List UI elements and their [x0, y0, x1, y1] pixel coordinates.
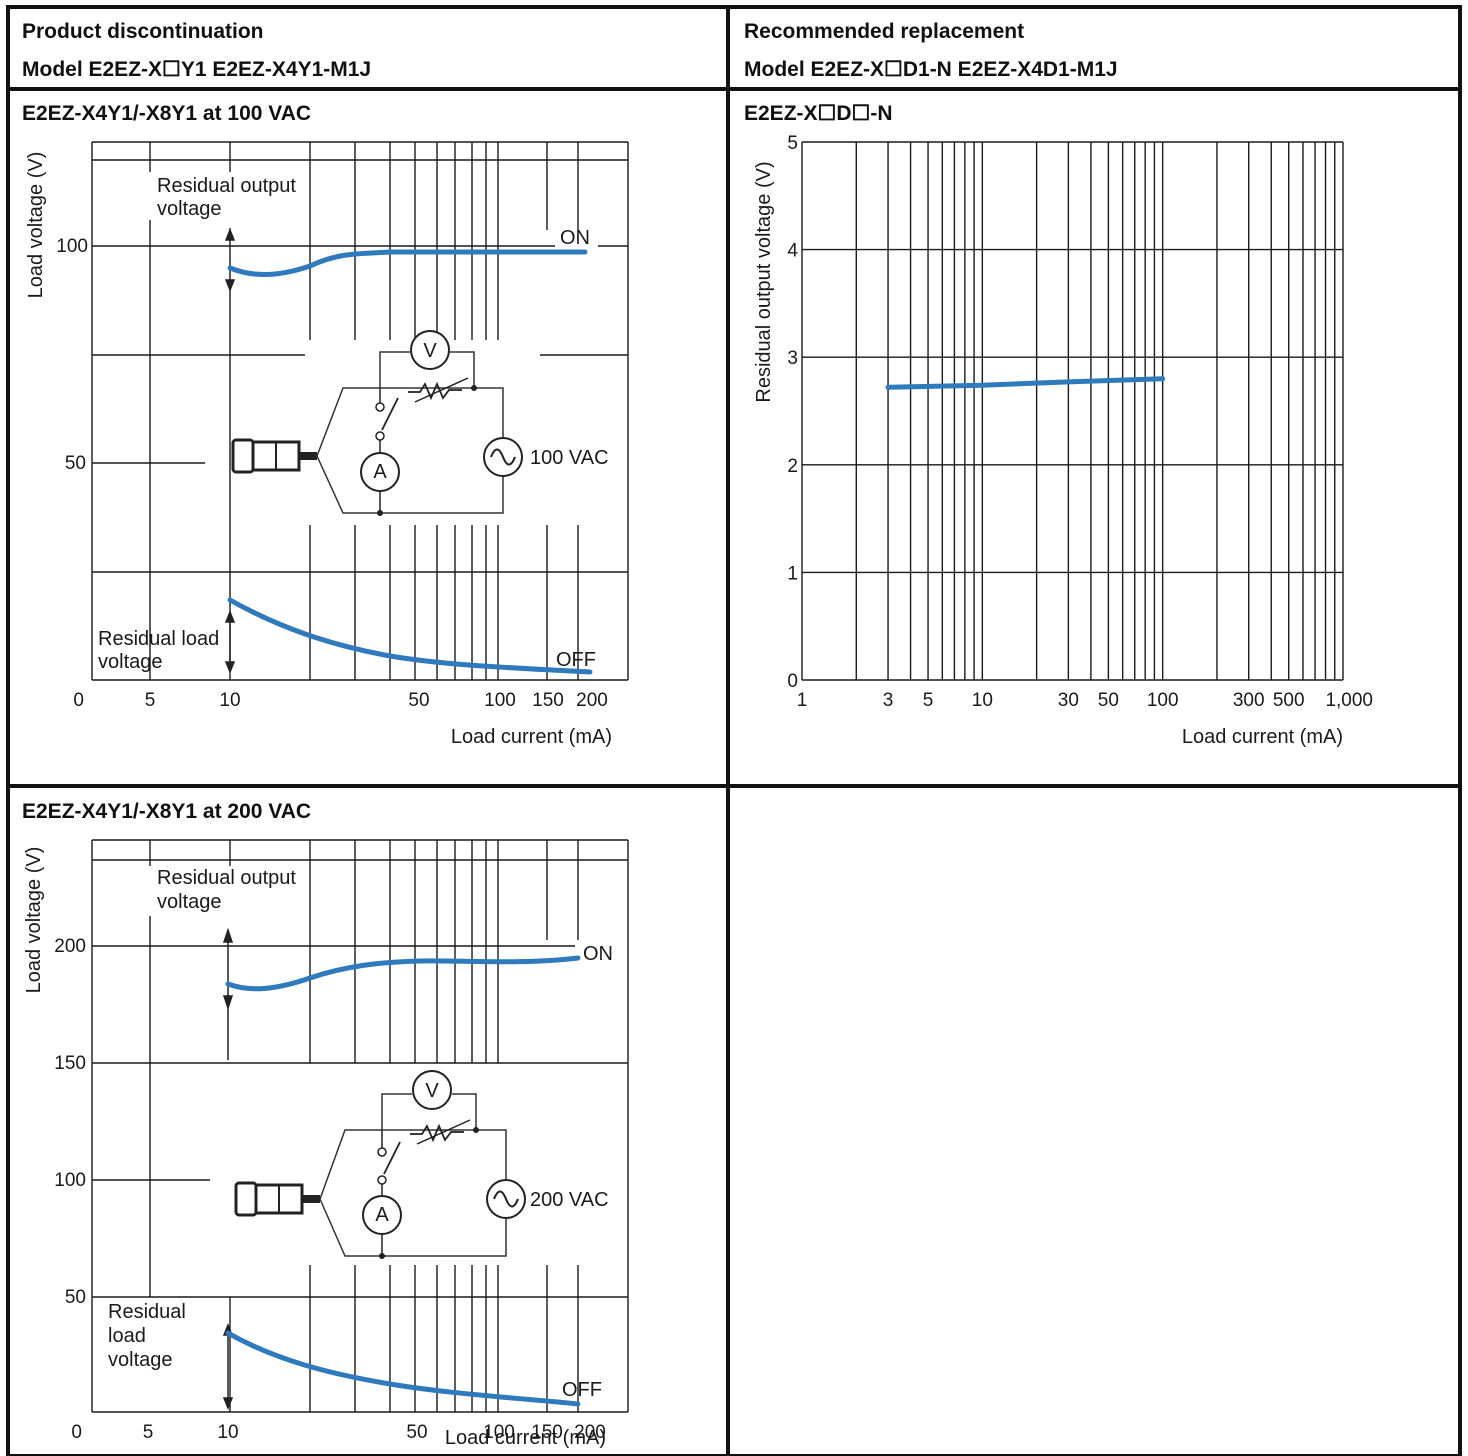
x-tick-500: 500 [1273, 690, 1305, 711]
x-tick-30: 30 [1058, 690, 1079, 711]
y-tick-4: 4 [787, 241, 798, 262]
x-tick-50: 50 [1098, 690, 1119, 711]
x-tick-50: 50 [406, 1422, 427, 1443]
annot-top-2: voltage [157, 198, 222, 220]
header-right-line2: Model E2EZ-X☐D1-N E2EZ-X4D1-M1J [744, 58, 1118, 81]
series-residual-curve [885, 376, 1166, 390]
y-tick-1: 1 [787, 563, 798, 584]
x-tick-5: 5 [145, 690, 156, 711]
y-tick-200: 200 [54, 936, 86, 957]
annot-bottom-1: Residual [108, 1301, 186, 1323]
ammeter-symbol: A [373, 461, 387, 483]
annot-on: ON [583, 943, 613, 965]
source-label: 200 VAC [530, 1189, 609, 1211]
series-off-curve [227, 597, 593, 675]
x-tick-10: 10 [219, 690, 240, 711]
ammeter-symbol: A [375, 1204, 389, 1226]
x-tick-100: 100 [483, 1422, 515, 1443]
x-tick-100: 100 [1147, 690, 1179, 711]
x-tick-300: 300 [1233, 690, 1265, 711]
series-on-curve [227, 249, 588, 277]
x-tick-50: 50 [408, 690, 429, 711]
x-axis-label: Load current (mA) [1182, 726, 1343, 748]
chart-3-title: E2EZ-X4Y1/-X8Y1 at 200 VAC [22, 800, 312, 823]
x-tick-10: 10 [972, 690, 993, 711]
voltmeter-symbol: V [423, 340, 437, 362]
x-tick-1: 1 [797, 690, 808, 711]
annot-bottom-2: voltage [98, 651, 163, 673]
test-circuit-diagram: 200 VAC V A [234, 1070, 609, 1259]
y-tick-0: 0 [73, 690, 84, 711]
y-axis-label: Load voltage (V) [23, 847, 45, 994]
x-tick-150: 150 [532, 690, 564, 711]
annot-on: ON [560, 227, 590, 249]
voltmeter-symbol: V [425, 1080, 439, 1102]
x-axis-label: Load current (mA) [451, 726, 612, 748]
x-tick-10: 10 [217, 1422, 238, 1443]
annot-bottom-2: load [108, 1325, 146, 1347]
chart-1-title: E2EZ-X4Y1/-X8Y1 at 100 VAC [22, 102, 312, 125]
y-tick-2: 2 [787, 456, 798, 477]
chart-2-title: E2EZ-X☐D☐-N [744, 102, 893, 125]
header-right-line1: Recommended replacement [744, 20, 1025, 43]
annot-bottom: Residual load [98, 628, 219, 650]
y-tick-50: 50 [65, 1287, 86, 1308]
x-tick-5: 5 [143, 1422, 154, 1443]
annot-top-2: voltage [157, 891, 222, 913]
annot-top: Residual output [157, 867, 296, 889]
annot-bottom-3: voltage [108, 1349, 173, 1371]
x-tick-5: 5 [923, 690, 934, 711]
x-tick-200: 200 [574, 1422, 606, 1443]
y-axis-label: Load voltage (V) [25, 152, 47, 299]
x-tick-150: 150 [531, 1422, 563, 1443]
x-tick-100: 100 [484, 690, 516, 711]
series-off-curve [225, 1330, 581, 1407]
y-tick-0: 0 [71, 1422, 82, 1443]
chart-200vac: Residual output voltage Residual load vo… [23, 839, 629, 1449]
y-tick-150: 150 [54, 1053, 86, 1074]
series-on-curve [225, 955, 581, 992]
chart-100vac: Residual output voltage Residual load vo… [25, 141, 629, 748]
x-tick-200: 200 [576, 690, 608, 711]
source-label: 100 VAC [530, 447, 609, 469]
header-left-line1: Product discontinuation [22, 20, 264, 43]
test-circuit-diagram: 100 VAC V A [231, 330, 609, 516]
y-tick-0: 0 [787, 671, 798, 692]
y-tick-3: 3 [787, 348, 798, 369]
y-tick-100: 100 [56, 236, 88, 257]
x-tick-3: 3 [883, 690, 894, 711]
x-axis-label: Load current (mA) [445, 1427, 606, 1449]
x-tick-1000: 1,000 [1325, 690, 1373, 711]
annot-off: OFF [556, 649, 596, 671]
y-axis-label: Residual output voltage (V) [753, 161, 775, 402]
header-left-line2: Model E2EZ-X☐Y1 E2EZ-X4Y1-M1J [22, 58, 372, 81]
annot-off: OFF [562, 1379, 602, 1401]
annot-top: Residual output [157, 175, 296, 197]
y-tick-50: 50 [65, 453, 86, 474]
y-tick-5: 5 [787, 133, 798, 154]
y-tick-100: 100 [54, 1170, 86, 1191]
